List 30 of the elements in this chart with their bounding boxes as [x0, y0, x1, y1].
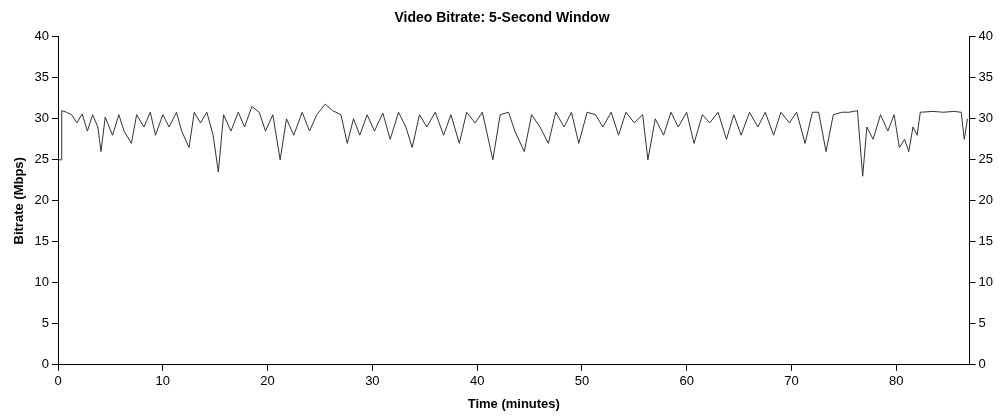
x-tick-label: 80 — [888, 373, 904, 389]
y-tick-label: 35 — [34, 69, 50, 85]
y2-tick-label: 20 — [978, 192, 994, 208]
x-tick-label: 20 — [260, 373, 275, 389]
x-tick-label: 50 — [574, 373, 590, 389]
x-tick-label: 60 — [679, 373, 694, 389]
y-tick-label: 0 — [41, 356, 50, 372]
y2-tick-label: 5 — [978, 315, 986, 331]
y2-tick-label: 0 — [978, 356, 986, 372]
y-tick-label: 25 — [34, 151, 50, 167]
y-tick-label: 5 — [41, 315, 50, 331]
y2-tick-label: 10 — [978, 274, 994, 290]
x-tick-label: 40 — [469, 373, 485, 389]
y2-tick-label: 30 — [978, 110, 994, 126]
x-tick-label: 30 — [365, 373, 380, 389]
y2-tick-label: 25 — [978, 151, 994, 167]
y-tick-label: 30 — [34, 110, 50, 126]
y-axis-title: Bitrate (Mbps) — [11, 157, 27, 245]
x-tick-label: 0 — [54, 373, 62, 389]
y2-tick-label: 40 — [978, 28, 994, 44]
y-tick-label: 15 — [34, 233, 50, 249]
y2-tick-label: 15 — [978, 233, 994, 249]
y-tick-label: 10 — [34, 274, 50, 290]
x-tick-label: 70 — [784, 373, 799, 389]
y-tick-label: 20 — [34, 192, 50, 208]
chart-title: Video Bitrate: 5-Second Window — [394, 9, 610, 26]
y-tick-label: 40 — [34, 28, 50, 44]
x-tick-label: 10 — [155, 373, 171, 389]
y2-tick-label: 35 — [978, 69, 994, 85]
x-axis-title: Time (minutes) — [467, 395, 560, 411]
